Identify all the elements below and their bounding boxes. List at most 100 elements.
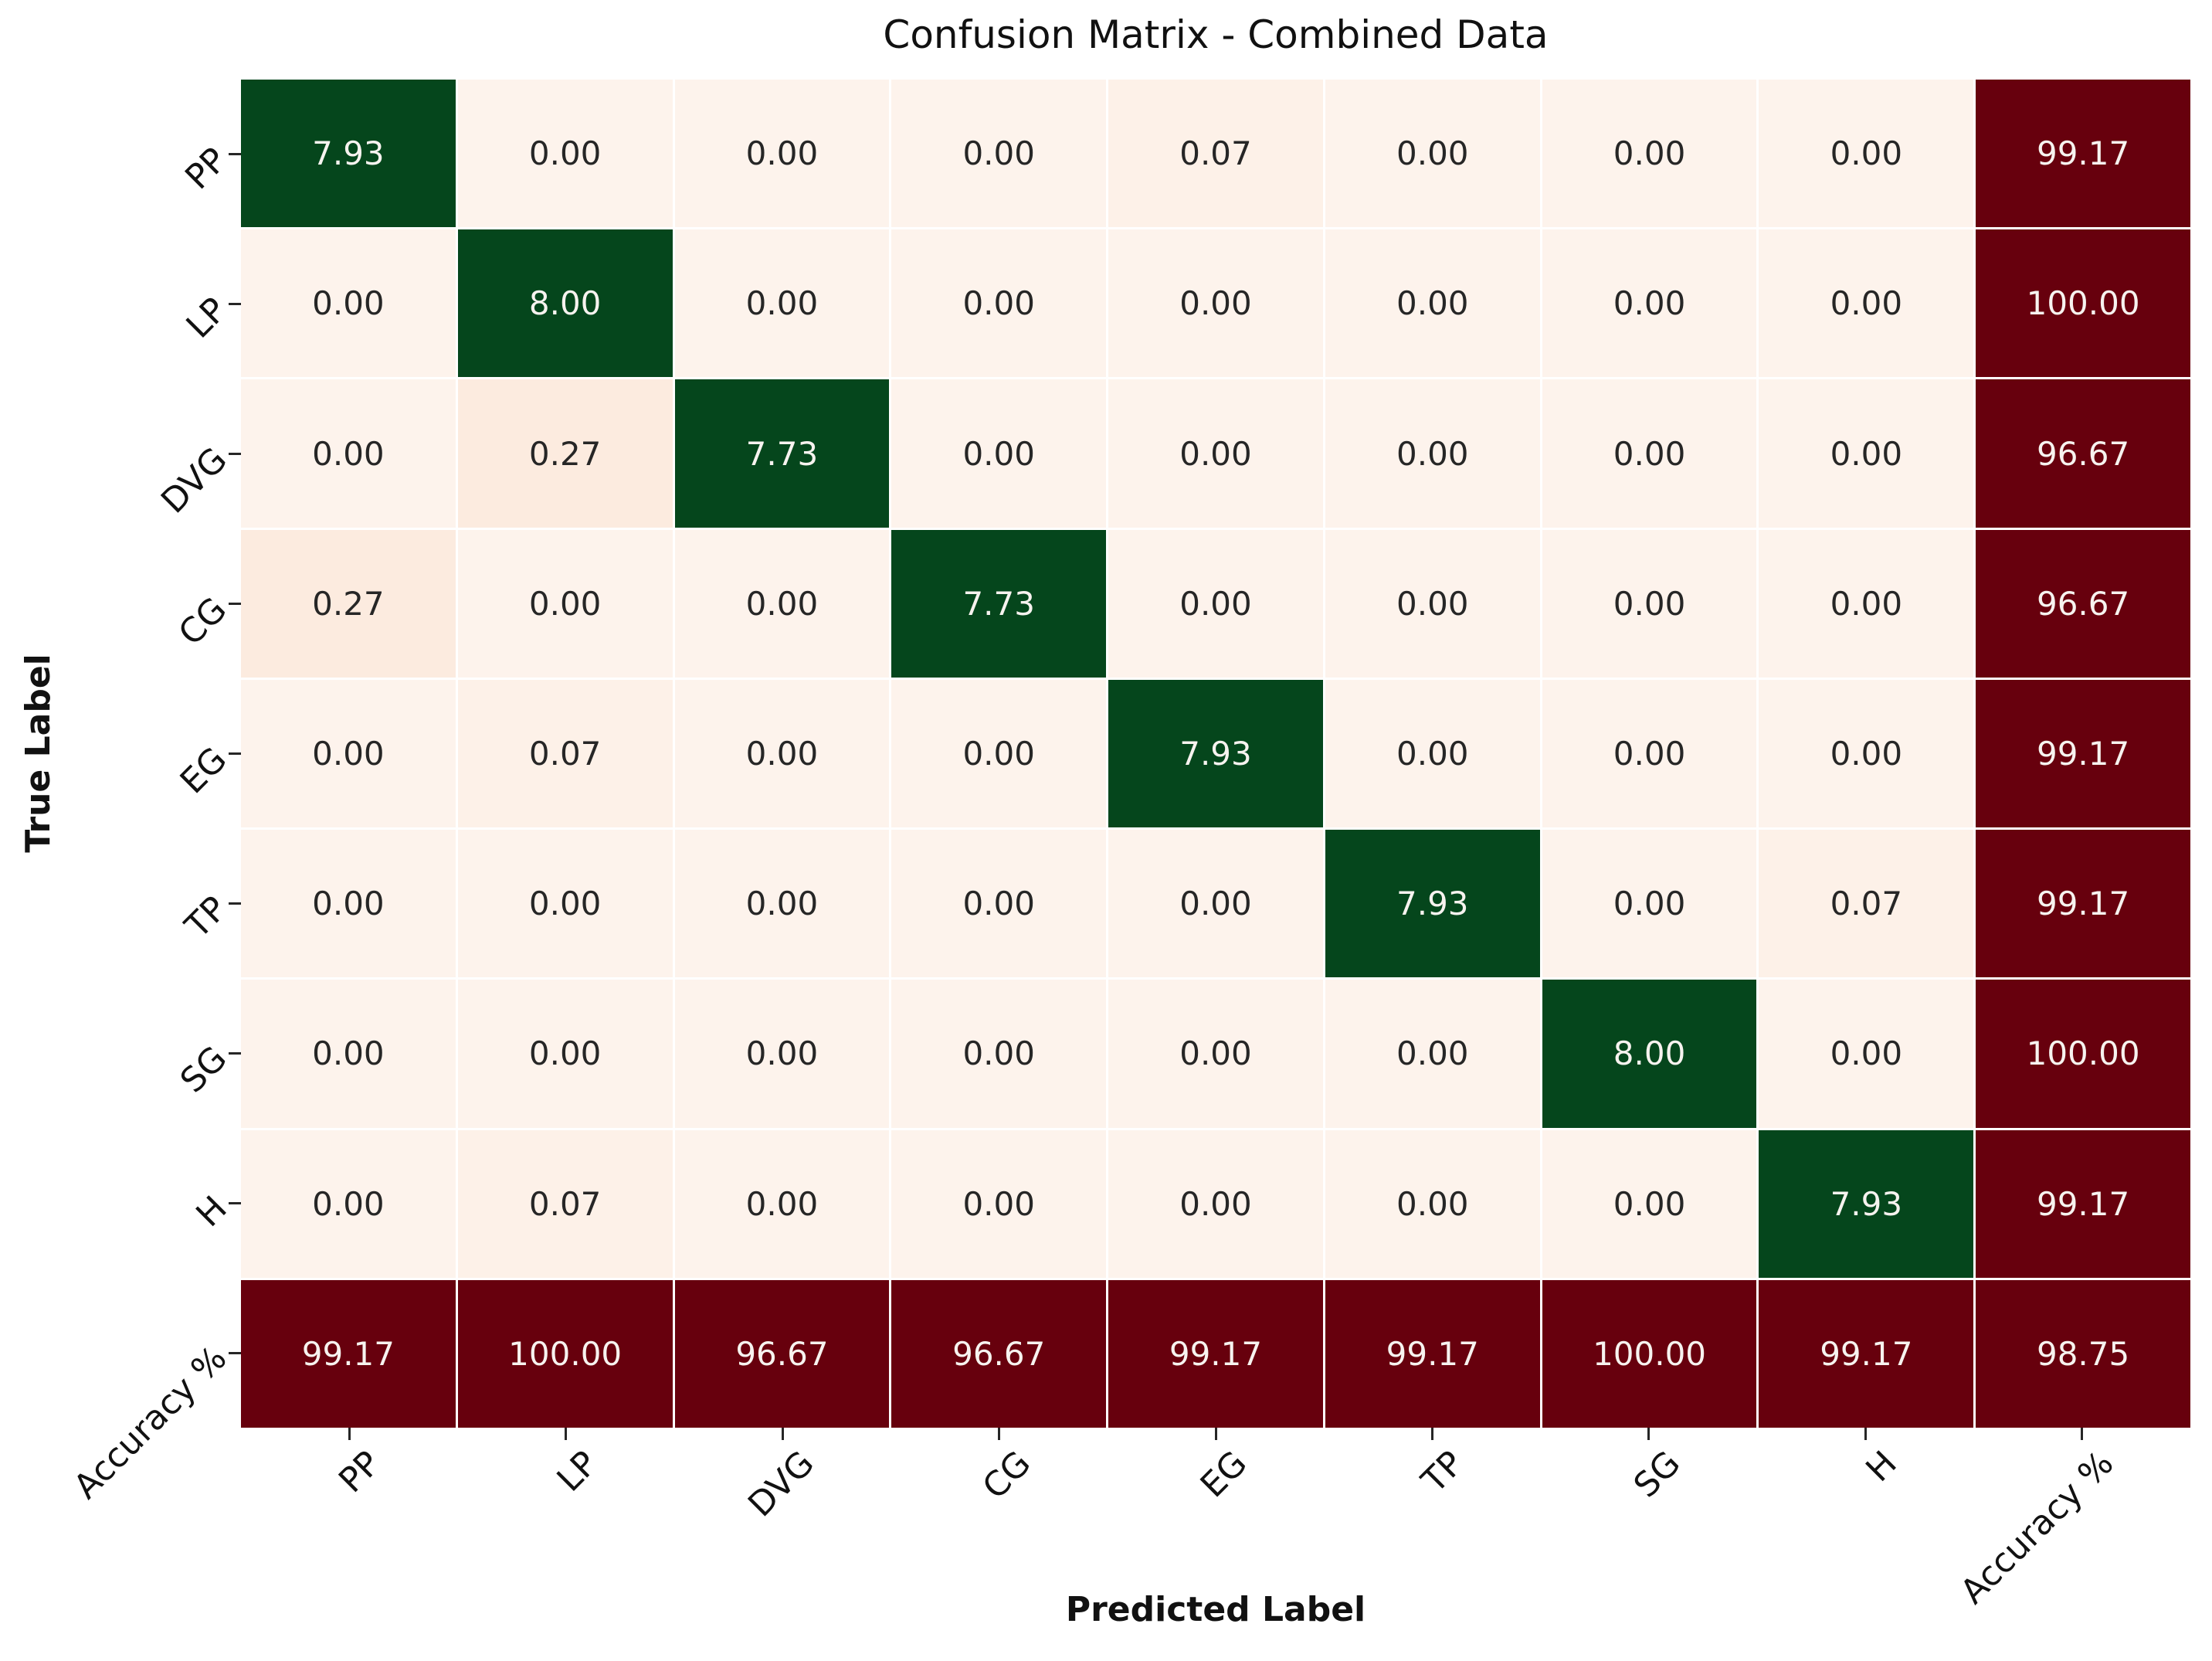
matrix-cell: 99.17 [241,1279,456,1428]
matrix-cell: 8.00 [1542,980,1757,1128]
matrix-cell: 7.93 [1759,1129,1974,1278]
matrix-cell: 0.00 [1542,379,1757,528]
y-tick-label: TP [177,888,235,946]
matrix-cell: 8.00 [457,229,673,378]
matrix-cell: 0.00 [1325,679,1540,828]
matrix-cell: 0.00 [1759,80,1974,228]
matrix-cell: 0.00 [891,679,1107,828]
matrix-cell: 0.00 [891,80,1107,228]
matrix-cell: 0.00 [1325,229,1540,378]
y-tick-label: H [188,1188,235,1235]
matrix-cell: 0.00 [1759,379,1974,528]
matrix-cell: 0.00 [891,830,1107,978]
matrix-cell: 7.73 [674,379,890,528]
y-tick-label: CG [171,589,235,654]
y-tick-label: Accuracy % [66,1338,235,1507]
matrix-cell: 0.00 [1542,229,1757,378]
matrix-cell: 0.00 [1542,830,1757,978]
x-tick-mark [1214,1428,1217,1440]
matrix-cell: 99.17 [1976,1129,2190,1278]
matrix-cell: 0.00 [1325,980,1540,1128]
chart-title: Confusion Matrix - Combined Data [883,12,1549,57]
matrix-cell: 0.00 [1542,679,1757,828]
matrix-cell: 0.00 [241,980,456,1128]
matrix-cell: 0.00 [1108,229,1323,378]
x-tick-mark [2081,1428,2084,1440]
matrix-cell: 0.00 [1108,830,1323,978]
matrix-cell: 0.00 [674,529,890,678]
matrix-cell: 0.00 [457,830,673,978]
y-tick-label: SG [172,1038,235,1101]
y-tick-mark [229,453,241,456]
matrix-cell: 100.00 [1976,229,2190,378]
matrix-cell: 0.00 [457,80,673,228]
matrix-cell: 0.27 [241,529,456,678]
matrix-cell: 99.17 [1759,1279,1974,1428]
x-tick-label: LP [549,1443,606,1500]
x-tick-label: EG [1193,1443,1255,1506]
matrix-cell: 96.67 [1976,379,2190,528]
y-tick-mark [229,902,241,905]
matrix-cell: 100.00 [1542,1279,1757,1428]
y-axis-label: True Label [19,654,58,853]
matrix-cell: 0.07 [1759,830,1974,978]
matrix-cell: 0.00 [1325,379,1540,528]
matrix-cell: 99.17 [1976,80,2190,228]
matrix-cell: 0.00 [1542,1129,1757,1278]
matrix-cell: 0.27 [457,379,673,528]
matrix-cell: 0.00 [1759,229,1974,378]
y-tick-mark [229,603,241,606]
matrix-cell: 0.00 [457,529,673,678]
matrix-cell: 0.00 [241,679,456,828]
matrix-cell: 0.00 [241,830,456,978]
matrix-cell: 0.00 [1108,529,1323,678]
matrix-cell: 96.67 [891,1279,1107,1428]
matrix-cell: 0.00 [1542,80,1757,228]
matrix-cell: 0.00 [674,1129,890,1278]
matrix-cell: 0.00 [891,379,1107,528]
matrix-cell: 98.75 [1976,1279,2190,1428]
y-tick-mark [229,1051,241,1055]
matrix-cell: 99.17 [1976,679,2190,828]
x-axis-label: Predicted Label [1065,1590,1366,1629]
matrix-cell: 0.00 [1325,80,1540,228]
matrix-cell: 0.00 [1759,980,1974,1128]
matrix-cell: 0.00 [891,1129,1107,1278]
matrix-cell: 0.07 [457,1129,673,1278]
x-tick-label: DVG [740,1443,822,1525]
x-tick-mark [998,1428,1001,1440]
matrix-cell: 0.00 [241,379,456,528]
matrix-cell: 96.67 [674,1279,890,1428]
matrix-cell: 0.00 [674,80,890,228]
matrix-cell: 99.17 [1325,1279,1540,1428]
y-tick-mark [229,752,241,755]
matrix-cell: 0.00 [1108,980,1323,1128]
matrix-cell: 99.17 [1976,830,2190,978]
matrix-cell: 0.07 [457,679,673,828]
y-tick-mark [229,153,241,156]
matrix-cell: 0.00 [674,830,890,978]
matrix-cell: 7.93 [1325,830,1540,978]
matrix-cell: 99.17 [1108,1279,1323,1428]
matrix-cell: 7.93 [241,80,456,228]
y-tick-label: LP [178,290,235,346]
x-tick-label: TP [1414,1443,1472,1501]
heatmap-grid: 7.93 0.00 0.00 0.00 0.07 0.00 0.00 0.00 99.17 0.0… [241,80,2190,1428]
matrix-cell: 100.00 [1976,980,2190,1128]
matrix-cell: 0.00 [1108,1129,1323,1278]
x-tick-label: CG [975,1443,1039,1507]
matrix-cell: 7.93 [1108,679,1323,828]
y-tick-mark [229,303,241,306]
y-tick-label: PP [178,140,235,198]
x-tick-mark [565,1428,568,1440]
matrix-cell: 0.00 [241,1129,456,1278]
x-tick-label: H [1858,1443,1905,1490]
x-tick-mark [348,1428,351,1440]
matrix-cell: 0.00 [674,980,890,1128]
matrix-cell: 0.00 [1325,1129,1540,1278]
y-tick-mark [229,1351,241,1354]
y-tick-mark [229,1201,241,1204]
matrix-cell: 0.00 [241,229,456,378]
matrix-cell: 0.00 [1325,529,1540,678]
